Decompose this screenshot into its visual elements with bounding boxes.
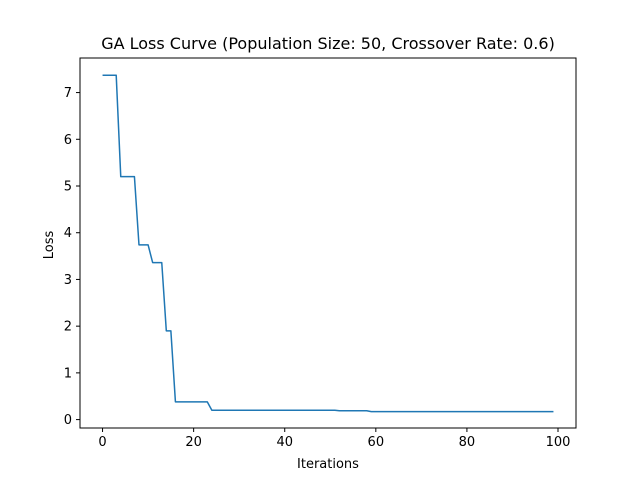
y-tick-label: 4	[64, 226, 72, 241]
x-tick-label: 0	[98, 435, 106, 450]
y-axis-ticks: 0 1 2 3 4 5 6 7	[64, 86, 80, 428]
chart-title: GA Loss Curve (Population Size: 50, Cros…	[101, 34, 555, 53]
plot-area	[102, 74, 554, 413]
x-tick-label: 80	[459, 435, 476, 450]
y-axis-label: Loss	[42, 231, 57, 260]
x-tick-label: 40	[276, 435, 293, 450]
y-tick-label: 1	[64, 366, 72, 381]
axes-frame	[79, 57, 577, 429]
y-tick-label: 0	[64, 413, 72, 428]
x-axis-ticks: 0 20 40 60 80 100	[98, 428, 570, 450]
y-tick-label: 7	[64, 86, 72, 101]
x-tick-label: 100	[546, 435, 571, 450]
series-line-0	[102, 74, 554, 413]
y-tick-label: 2	[64, 320, 72, 335]
y-tick-label: 3	[64, 273, 72, 288]
x-tick-label: 20	[185, 435, 202, 450]
y-tick-label: 6	[64, 133, 72, 148]
y-tick-label: 5	[64, 180, 72, 195]
x-axis-label: Iterations	[297, 457, 359, 472]
x-tick-label: 60	[368, 435, 385, 450]
